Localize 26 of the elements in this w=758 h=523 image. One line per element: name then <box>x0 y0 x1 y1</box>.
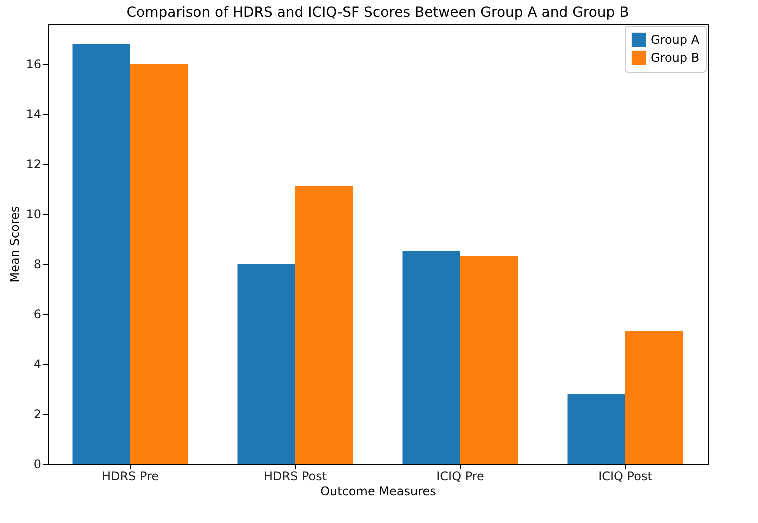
bar <box>130 64 188 464</box>
y-tick-label: 0 <box>34 458 42 472</box>
bar <box>402 252 460 464</box>
bar <box>296 186 354 464</box>
x-tick-label: ICIQ Post <box>598 470 653 484</box>
bar <box>460 256 518 464</box>
x-tick-label: ICIQ Pre <box>436 470 484 484</box>
y-tick-label: 14 <box>26 108 42 122</box>
bar <box>238 264 296 464</box>
y-tick-label: 2 <box>34 408 42 422</box>
x-tick-label: HDRS Post <box>264 470 328 484</box>
y-tick-label: 12 <box>26 158 42 172</box>
legend-label: Group B <box>651 51 700 65</box>
y-tick-label: 10 <box>26 208 42 222</box>
chart-title: Comparison of HDRS and ICIQ-SF Scores Between Group A and Group B <box>126 5 630 21</box>
bar <box>568 394 626 464</box>
x-axis-title: Outcome Measures <box>320 484 436 498</box>
y-tick-label: 16 <box>26 58 42 72</box>
y-tick-label: 8 <box>34 258 42 272</box>
y-tick-label: 6 <box>34 308 42 322</box>
legend-label: Group A <box>651 33 700 47</box>
y-axis-title: Mean Scores <box>8 206 22 283</box>
y-tick-label: 4 <box>34 358 42 372</box>
bar <box>72 44 130 464</box>
x-tick-label: HDRS Pre <box>102 470 160 484</box>
bar <box>626 332 684 464</box>
